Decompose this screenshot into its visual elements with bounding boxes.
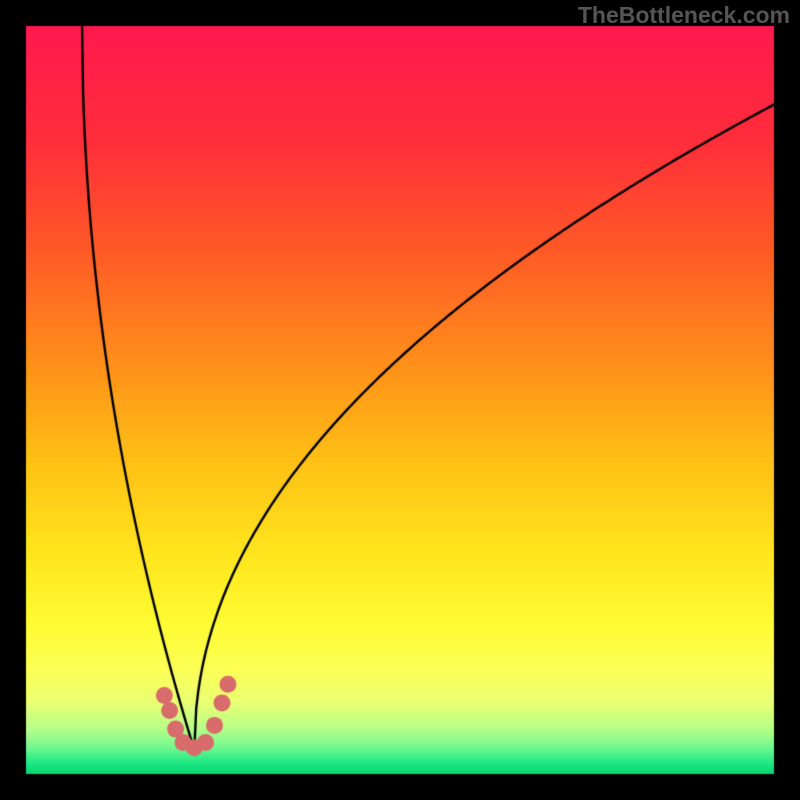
watermark-text: TheBottleneck.com (578, 2, 790, 29)
chart-container: TheBottleneck.com (0, 0, 800, 800)
bottleneck-curve-chart (0, 0, 800, 800)
